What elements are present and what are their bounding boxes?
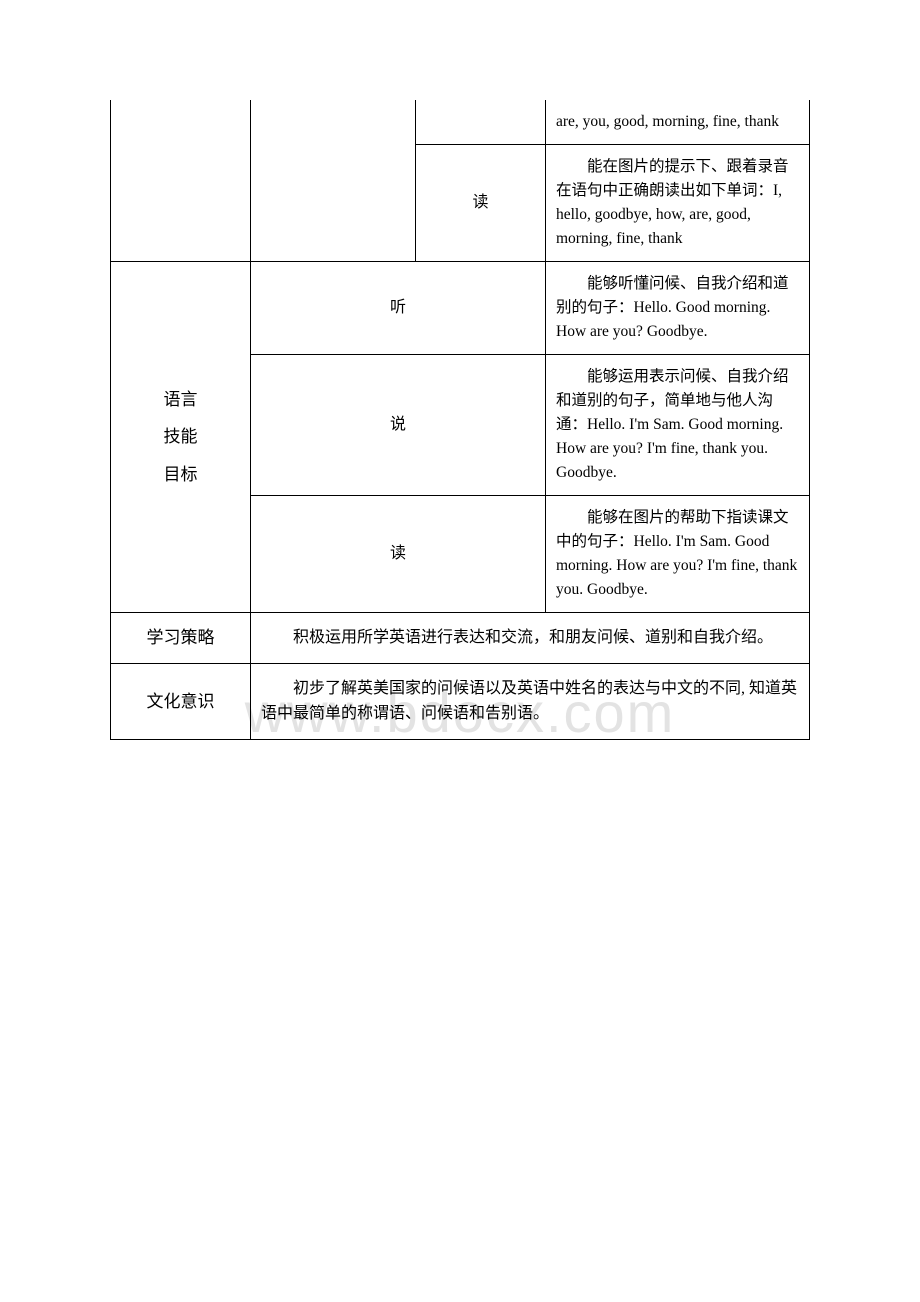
- indent-text: 初步了解英美国家的问候语以及英语中姓名的表: [261, 676, 629, 702]
- empty-cell: [251, 100, 416, 262]
- empty-cell: [416, 100, 546, 145]
- skill-listen-cell: 听: [251, 262, 546, 355]
- table-row: are, you, good, morning, fine, thank: [111, 100, 810, 145]
- indent-text: 能在图片的: [556, 155, 665, 179]
- content-cell: 能在图片的提示下、跟着录音在语句中正确朗读出如下单词：I, hello, goo…: [546, 145, 810, 262]
- table-row: 语言 技能 目标 听 能够听懂问候、自我介绍和道别的句子：Hello. Good…: [111, 262, 810, 355]
- content-cell: are, you, good, morning, fine, thank: [546, 100, 810, 145]
- table-row: 学习策略 积极运用所学英语进行表达和交流，和朋友问候、道别和自我介绍。: [111, 613, 810, 664]
- curriculum-table: are, you, good, morning, fine, thank 读 能…: [110, 100, 810, 740]
- content-cell: 能够运用表示问候、自我介绍和道别的句子，简单地与他人沟通：Hello. I'm …: [546, 355, 810, 496]
- indent-text: 能够听懂问: [556, 272, 665, 296]
- category-line: 技能: [119, 418, 242, 455]
- skill-read-cell: 读: [416, 145, 546, 262]
- skill-read-cell: 读: [251, 496, 546, 613]
- indent-text: 能够运用表: [556, 365, 665, 389]
- category-learning-strategy: 学习策略: [111, 613, 251, 664]
- body-text: 、道别和自我介绍。: [629, 629, 773, 646]
- indent-text: 积极运用所学英语进行表达和交流，和朋友问候: [261, 625, 629, 651]
- category-line: 目标: [119, 456, 242, 493]
- indent-text: 能够在图片: [556, 506, 665, 530]
- content-cell: 积极运用所学英语进行表达和交流，和朋友问候、道别和自我介绍。: [251, 613, 810, 664]
- skill-speak-cell: 说: [251, 355, 546, 496]
- category-language-skill: 语言 技能 目标: [111, 262, 251, 613]
- table-row: 文化意识 初步了解英美国家的问候语以及英语中姓名的表达与中文的不同, 知道英语中…: [111, 663, 810, 739]
- category-cultural-awareness: 文化意识: [111, 663, 251, 739]
- category-line: 语言: [119, 381, 242, 418]
- content-cell: 能够在图片的帮助下指读课文中的句子：Hello. I'm Sam. Good m…: [546, 496, 810, 613]
- content-cell: 初步了解英美国家的问候语以及英语中姓名的表达与中文的不同, 知道英语中最简单的称…: [251, 663, 810, 739]
- content-cell: 能够听懂问候、自我介绍和道别的句子：Hello. Good morning. H…: [546, 262, 810, 355]
- empty-cell: [111, 100, 251, 262]
